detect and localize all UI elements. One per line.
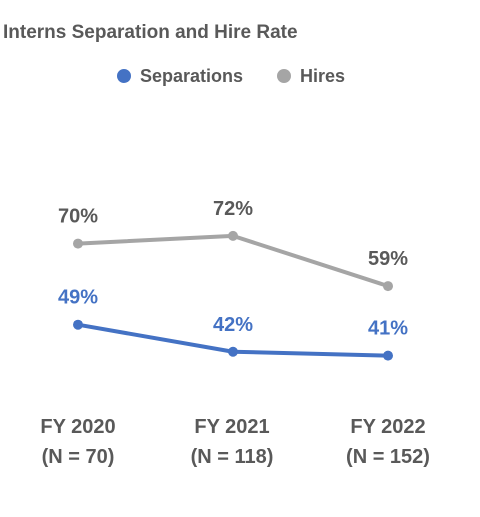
legend-marker-separations — [117, 69, 131, 83]
data-label-separations-1: 42% — [213, 314, 253, 336]
series-line-hires — [77, 233, 389, 288]
data-point-separations-1 — [228, 346, 238, 357]
data-label-separations-2: 41% — [368, 318, 408, 340]
data-point-separations-0 — [73, 319, 83, 330]
legend-label-hires: Hires — [300, 65, 346, 86]
x-tick-label-fy2021: FY 2021 (N = 118) — [162, 412, 302, 472]
x-tick-category: FY 2022 — [350, 416, 426, 438]
data-label-separations-0: 49% — [58, 287, 98, 309]
x-tick-label-fy2020: FY 2020 (N = 70) — [8, 412, 148, 472]
data-label-hires-1: 72% — [213, 198, 253, 220]
data-point-hires-0 — [73, 238, 83, 249]
data-point-separations-2 — [383, 350, 393, 361]
data-label-hires-0: 70% — [58, 206, 98, 228]
x-tick-sublabel: (N = 118) — [190, 446, 274, 468]
data-point-hires-2 — [383, 281, 393, 292]
x-tick-sublabel: (N = 70) — [41, 446, 115, 468]
x-tick-category: FY 2020 — [40, 416, 116, 438]
legend-item-hires: Hires — [277, 64, 345, 88]
legend-label-separations: Separations — [140, 65, 244, 86]
x-tick-category: FY 2021 — [194, 416, 270, 438]
chart-title: Interns Separation and Hire Rate — [3, 22, 298, 43]
data-label-hires-2: 59% — [368, 248, 408, 270]
legend: Separations Hires — [0, 64, 480, 88]
legend-marker-hires — [277, 69, 291, 83]
data-point-hires-1 — [228, 230, 238, 241]
legend-item-separations: Separations — [117, 64, 243, 88]
x-tick-label-fy2022: FY 2022 (N = 152) — [318, 412, 458, 472]
x-tick-sublabel: (N = 152) — [346, 446, 430, 468]
